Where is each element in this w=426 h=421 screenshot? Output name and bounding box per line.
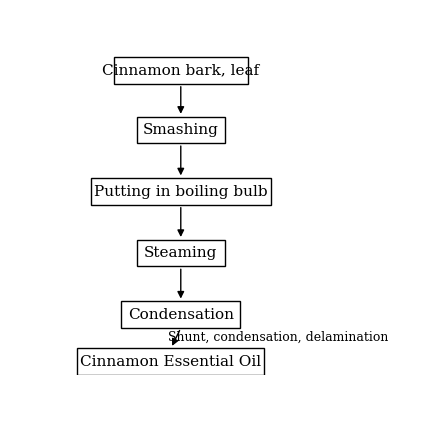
Text: Smashing: Smashing bbox=[143, 123, 218, 137]
Text: Condensation: Condensation bbox=[127, 308, 233, 322]
FancyBboxPatch shape bbox=[137, 240, 224, 266]
Text: Putting in boiling bulb: Putting in boiling bulb bbox=[94, 184, 267, 199]
FancyBboxPatch shape bbox=[90, 178, 271, 205]
Text: Cinnamon bark, leaf: Cinnamon bark, leaf bbox=[102, 64, 259, 77]
FancyBboxPatch shape bbox=[121, 301, 240, 328]
Text: Cinnamon Essential Oil: Cinnamon Essential Oil bbox=[80, 355, 261, 369]
FancyBboxPatch shape bbox=[113, 57, 247, 84]
Text: Steaming: Steaming bbox=[144, 246, 217, 260]
FancyBboxPatch shape bbox=[137, 117, 224, 143]
Text: Shunt, condensation, delamination: Shunt, condensation, delamination bbox=[168, 331, 388, 344]
FancyBboxPatch shape bbox=[77, 349, 264, 375]
